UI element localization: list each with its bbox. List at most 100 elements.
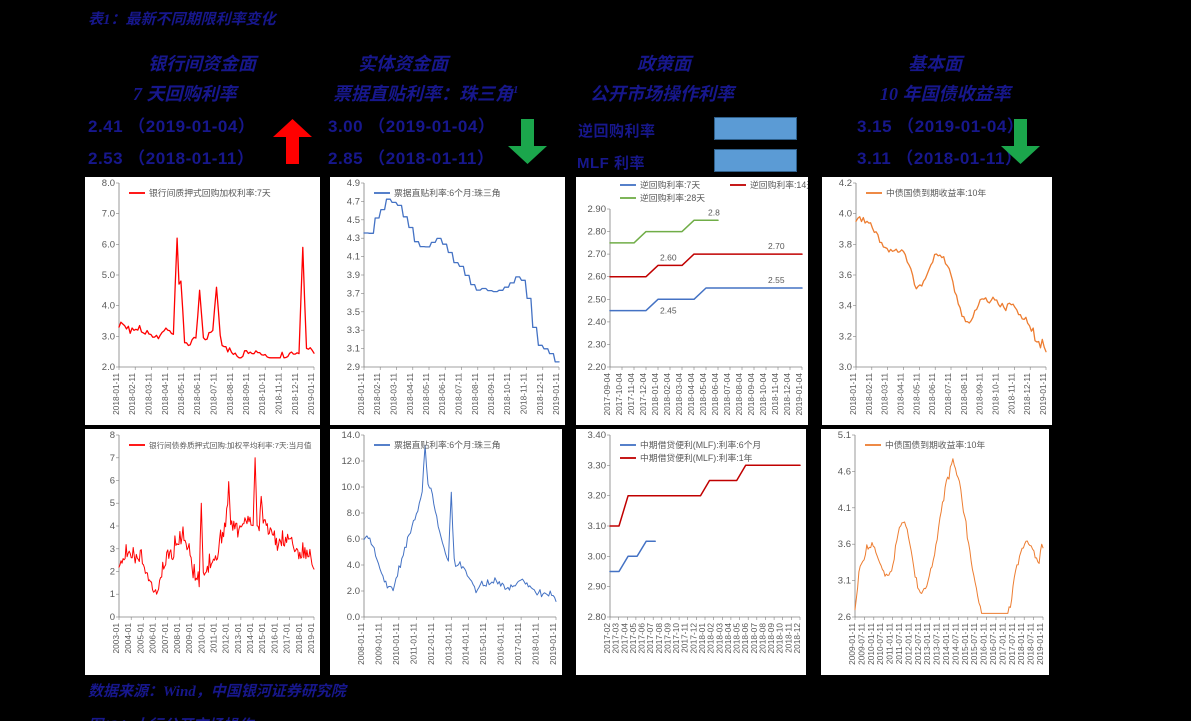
svg-text:2018-10-11: 2018-10-11 — [257, 373, 267, 415]
svg-text:2018-04-04: 2018-04-04 — [686, 373, 696, 416]
svg-text:3.7: 3.7 — [347, 288, 360, 299]
svg-text:2019-01-11: 2019-01-11 — [1035, 623, 1045, 665]
svg-text:2018-03-11: 2018-03-11 — [880, 373, 890, 415]
svg-text:4.0: 4.0 — [839, 209, 852, 220]
svg-text:票据直贴利率:6个月:珠三角: 票据直贴利率:6个月:珠三角 — [394, 187, 501, 198]
svg-text:2019-01: 2019-01 — [306, 623, 316, 654]
svg-text:2018-01-11: 2018-01-11 — [531, 623, 541, 665]
svg-text:2018-02-11: 2018-02-11 — [127, 373, 137, 415]
svg-text:2008-01: 2008-01 — [172, 623, 182, 654]
svg-text:3.3: 3.3 — [347, 325, 360, 336]
svg-text:2.0: 2.0 — [347, 586, 360, 597]
svg-text:3.0: 3.0 — [839, 362, 852, 373]
svg-text:4.3: 4.3 — [347, 233, 360, 244]
svg-text:中债国债到期收益率:10年: 中债国债到期收益率:10年 — [885, 439, 985, 450]
svg-text:2017-01-11: 2017-01-11 — [513, 623, 523, 665]
svg-text:3.6: 3.6 — [838, 539, 851, 550]
svg-text:2018-03-11: 2018-03-11 — [144, 373, 154, 415]
svg-text:6: 6 — [110, 476, 115, 487]
svg-text:2018-07-11: 2018-07-11 — [454, 373, 464, 415]
svg-text:2018-07-11: 2018-07-11 — [943, 373, 953, 415]
svg-text:2.60: 2.60 — [588, 272, 607, 283]
svg-text:3.5: 3.5 — [347, 307, 360, 318]
svg-text:逆回购利率:7天: 逆回购利率:7天 — [640, 179, 700, 190]
svg-text:2018-12: 2018-12 — [792, 623, 802, 654]
svg-text:2009-01: 2009-01 — [184, 623, 194, 654]
svg-text:3.00: 3.00 — [588, 551, 607, 562]
svg-text:2018-07-11: 2018-07-11 — [209, 373, 219, 415]
svg-text:2018-01-11: 2018-01-11 — [111, 373, 121, 415]
svg-text:2.80: 2.80 — [588, 612, 607, 623]
svg-text:2018-09-04: 2018-09-04 — [746, 373, 756, 416]
svg-text:14.0: 14.0 — [342, 430, 361, 441]
svg-text:4.0: 4.0 — [102, 301, 115, 312]
svg-text:4: 4 — [110, 521, 115, 532]
svg-text:2018-10-04: 2018-10-04 — [758, 373, 768, 416]
svg-text:2.60: 2.60 — [660, 252, 677, 262]
svg-text:中债国债到期收益率:10年: 中债国债到期收益率:10年 — [886, 187, 986, 198]
svg-text:2007-01: 2007-01 — [160, 623, 170, 654]
svg-text:8.0: 8.0 — [347, 508, 360, 519]
svg-text:2015-01-11: 2015-01-11 — [478, 623, 488, 665]
svg-text:中期借贷便利(MLF):利率:1年: 中期借贷便利(MLF):利率:1年 — [640, 452, 753, 463]
svg-text:逆回购利率:28天: 逆回购利率:28天 — [640, 192, 705, 203]
svg-text:2012-01-11: 2012-01-11 — [426, 623, 436, 665]
svg-text:2018-02-04: 2018-02-04 — [662, 373, 672, 416]
svg-text:1: 1 — [110, 589, 115, 600]
svg-text:2018-02-11: 2018-02-11 — [864, 373, 874, 415]
svg-text:2012-01: 2012-01 — [221, 623, 231, 654]
svg-text:2018-08-04: 2018-08-04 — [734, 373, 744, 416]
svg-text:2018-12-11: 2018-12-11 — [535, 373, 545, 415]
svg-text:中期借贷便利(MLF):利率:6个月: 中期借贷便利(MLF):利率:6个月 — [640, 439, 761, 450]
svg-text:银行间质押式回购加权利率:7天: 银行间质押式回购加权利率:7天 — [149, 187, 271, 198]
svg-text:票据直贴利率:6个月:珠三角: 票据直贴利率:6个月:珠三角 — [394, 439, 501, 450]
svg-text:2.90: 2.90 — [588, 582, 607, 593]
svg-text:3.1: 3.1 — [838, 576, 851, 587]
svg-text:4.1: 4.1 — [347, 252, 360, 263]
svg-text:3.9: 3.9 — [347, 270, 360, 281]
svg-text:5.0: 5.0 — [102, 270, 115, 281]
svg-text:4.0: 4.0 — [347, 560, 360, 571]
svg-text:2015-01: 2015-01 — [257, 623, 267, 654]
svg-text:0: 0 — [110, 612, 115, 623]
svg-text:2017-09-04: 2017-09-04 — [602, 373, 612, 416]
svg-text:2018-05-11: 2018-05-11 — [176, 373, 186, 415]
svg-text:3.40: 3.40 — [588, 430, 607, 441]
svg-text:10.0: 10.0 — [342, 482, 361, 493]
svg-text:6.0: 6.0 — [347, 534, 360, 545]
svg-text:4.2: 4.2 — [839, 178, 852, 189]
svg-text:2018-01: 2018-01 — [294, 623, 304, 654]
svg-text:2018-12-11: 2018-12-11 — [290, 373, 300, 415]
svg-text:2018-01-11: 2018-01-11 — [848, 373, 858, 415]
svg-text:2011-01: 2011-01 — [209, 623, 219, 653]
svg-text:6.0: 6.0 — [102, 239, 115, 250]
svg-text:2014-01-11: 2014-01-11 — [461, 623, 471, 665]
svg-text:2018-03-04: 2018-03-04 — [674, 373, 684, 416]
svg-text:2.55: 2.55 — [768, 275, 785, 285]
svg-text:3.0: 3.0 — [102, 331, 115, 342]
svg-text:2018-04-11: 2018-04-11 — [405, 373, 415, 415]
svg-text:2006-01: 2006-01 — [148, 623, 158, 654]
svg-text:12.0: 12.0 — [342, 456, 361, 467]
svg-text:2017-11-04: 2017-11-04 — [626, 373, 636, 415]
svg-text:2010-01-11: 2010-01-11 — [391, 623, 401, 665]
svg-text:2013-01-11: 2013-01-11 — [443, 623, 453, 665]
svg-text:2018-08-11: 2018-08-11 — [470, 373, 480, 415]
svg-text:2018-02-11: 2018-02-11 — [372, 373, 382, 415]
svg-text:2.90: 2.90 — [588, 204, 607, 215]
svg-text:4.5: 4.5 — [347, 215, 360, 226]
svg-text:7.0: 7.0 — [102, 209, 115, 220]
svg-text:4.1: 4.1 — [838, 503, 851, 514]
svg-text:2018-03-11: 2018-03-11 — [389, 373, 399, 415]
svg-text:2018-09-11: 2018-09-11 — [241, 373, 251, 415]
svg-text:2018-04-11: 2018-04-11 — [160, 373, 170, 415]
svg-text:8.0: 8.0 — [102, 178, 115, 189]
svg-text:3.10: 3.10 — [588, 521, 607, 532]
svg-text:3.6: 3.6 — [839, 270, 852, 281]
svg-text:2018-06-04: 2018-06-04 — [710, 373, 720, 416]
svg-text:2.70: 2.70 — [768, 241, 785, 251]
svg-text:4.6: 4.6 — [838, 466, 851, 477]
svg-text:2.30: 2.30 — [588, 339, 607, 350]
svg-text:2018-06-11: 2018-06-11 — [927, 373, 937, 415]
svg-text:2017-10-04: 2017-10-04 — [614, 373, 624, 416]
